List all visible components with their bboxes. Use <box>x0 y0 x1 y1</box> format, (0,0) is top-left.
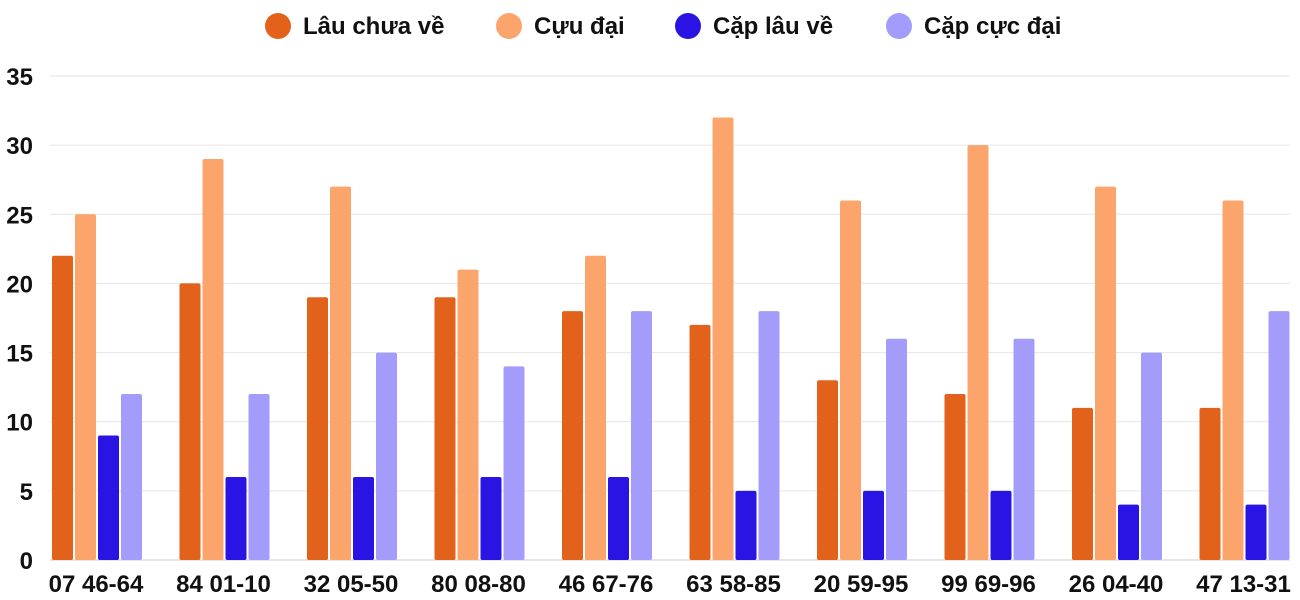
bar-4-5 <box>631 311 652 560</box>
bar-3-8 <box>990 490 1012 560</box>
bar-3-9 <box>1118 504 1139 560</box>
legend-item-3[interactable]: Cặp lâu về <box>675 13 833 40</box>
bar-3-7 <box>863 490 884 560</box>
legend-label: Cặp lâu về <box>713 13 833 40</box>
bar-2-5 <box>585 255 606 560</box>
x-tick-label: 47 13-31 <box>1196 571 1291 598</box>
bar-1-7 <box>817 380 838 560</box>
x-axis: 07 46-64 84 01-10 32 05-50 80 08-80 46 67-76… <box>49 571 1291 598</box>
bar-4-1 <box>121 394 142 560</box>
bar-1-2 <box>179 283 201 560</box>
bar-2-10 <box>1222 200 1244 560</box>
bar-3-1 <box>98 435 119 560</box>
bar-1-6 <box>689 324 711 560</box>
bar-4-9 <box>1141 352 1162 560</box>
bar-2-3 <box>330 186 351 560</box>
y-tick-label: 25 <box>6 202 33 229</box>
bar-2-2 <box>202 158 224 560</box>
x-tick-label: 07 46-64 <box>49 571 144 598</box>
x-tick-label: 80 08-80 <box>431 571 526 598</box>
legend-swatch-icon <box>496 13 522 39</box>
legend-label: Cặp cực đại <box>924 13 1061 40</box>
legend-swatch-icon <box>886 13 912 39</box>
bar-1-5 <box>562 311 583 560</box>
bar-2-8 <box>967 145 989 560</box>
bar-1-4 <box>434 297 456 560</box>
x-tick-label: 46 67-76 <box>559 571 654 598</box>
bar-4-10 <box>1268 311 1290 560</box>
y-tick-label: 15 <box>6 341 33 368</box>
y-axis: 0 5 10 15 20 25 30 35 <box>6 64 33 575</box>
bars <box>52 117 1290 561</box>
bar-4-6 <box>758 311 780 560</box>
x-tick-label: 20 59-95 <box>814 571 909 598</box>
bar-4-3 <box>376 352 397 560</box>
legend-item-2[interactable]: Cựu đại <box>496 13 625 40</box>
bar-1-10 <box>1199 407 1221 560</box>
bar-1-3 <box>307 297 328 560</box>
x-tick-label: 26 04-40 <box>1069 571 1164 598</box>
y-tick-label: 20 <box>6 271 33 298</box>
legend-item-1[interactable]: Lâu chưa về <box>265 13 444 40</box>
bar-2-6 <box>712 117 734 560</box>
bar-3-6 <box>735 490 757 560</box>
y-tick-label: 35 <box>6 64 33 91</box>
legend-item-4[interactable]: Cặp cực đại <box>886 13 1061 40</box>
bar-4-7 <box>886 338 907 560</box>
legend: Lâu chưa về Cựu đại Cặp lâu về Cặp cực đại <box>265 13 1061 40</box>
legend-swatch-icon <box>675 13 701 39</box>
bar-1-1 <box>52 255 73 560</box>
legend-label: Cựu đại <box>534 13 625 40</box>
y-tick-label: 0 <box>20 548 33 575</box>
bar-2-7 <box>840 200 861 560</box>
bar-2-4 <box>457 269 479 560</box>
bar-3-10 <box>1245 504 1267 560</box>
bar-3-3 <box>353 477 374 560</box>
bar-3-4 <box>480 477 502 560</box>
bar-4-2 <box>248 394 270 560</box>
bar-4-4 <box>503 366 525 560</box>
y-tick-label: 5 <box>20 479 33 506</box>
y-tick-label: 10 <box>6 410 33 437</box>
bar-4-8 <box>1013 338 1035 560</box>
bar-1-8 <box>944 394 966 560</box>
x-tick-label: 32 05-50 <box>304 571 399 598</box>
x-tick-label: 84 01-10 <box>176 571 271 598</box>
x-tick-label: 99 69-96 <box>941 571 1036 598</box>
bar-3-2 <box>225 477 247 560</box>
bar-1-9 <box>1072 407 1093 560</box>
bar-3-5 <box>608 477 629 560</box>
legend-label: Lâu chưa về <box>303 13 444 40</box>
x-tick-label: 63 58-85 <box>686 571 781 598</box>
bar-2-9 <box>1095 186 1116 560</box>
bar-2-1 <box>75 214 96 561</box>
legend-swatch-icon <box>265 13 291 39</box>
y-tick-label: 30 <box>6 133 33 160</box>
